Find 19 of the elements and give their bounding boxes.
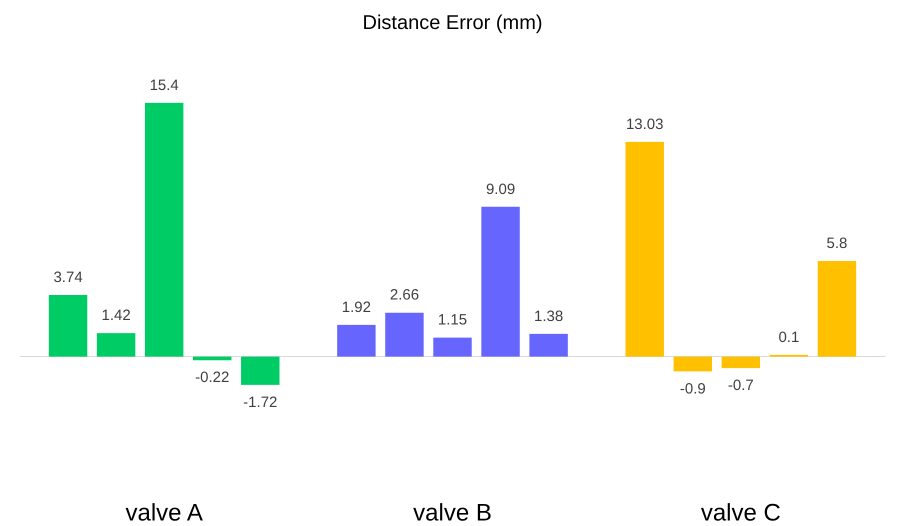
data-label: 1.42 bbox=[102, 307, 131, 324]
data-label: 15.4 bbox=[150, 76, 179, 94]
data-label: -0.22 bbox=[195, 369, 230, 386]
data-label: 2.66 bbox=[390, 286, 420, 304]
data-label: 13.03 bbox=[626, 116, 664, 133]
data-label: -1.72 bbox=[243, 394, 278, 411]
data-label: 3.74 bbox=[53, 268, 83, 286]
x-tick-label: valve B bbox=[413, 500, 492, 526]
x-tick-label: valve A bbox=[125, 500, 203, 526]
x-tick-label: valve C bbox=[700, 500, 781, 526]
data-label: -0.9 bbox=[680, 380, 706, 398]
data-label: 9.09 bbox=[486, 180, 516, 198]
data-label: 1.92 bbox=[342, 298, 371, 316]
data-label: 1.15 bbox=[438, 312, 468, 329]
data-label: 1.38 bbox=[534, 308, 564, 325]
data-label: -0.7 bbox=[728, 377, 754, 394]
chart-title: Distance Error (mm) bbox=[362, 12, 543, 34]
data-label: 5.8 bbox=[826, 235, 848, 252]
data-label: 0.1 bbox=[778, 328, 800, 346]
